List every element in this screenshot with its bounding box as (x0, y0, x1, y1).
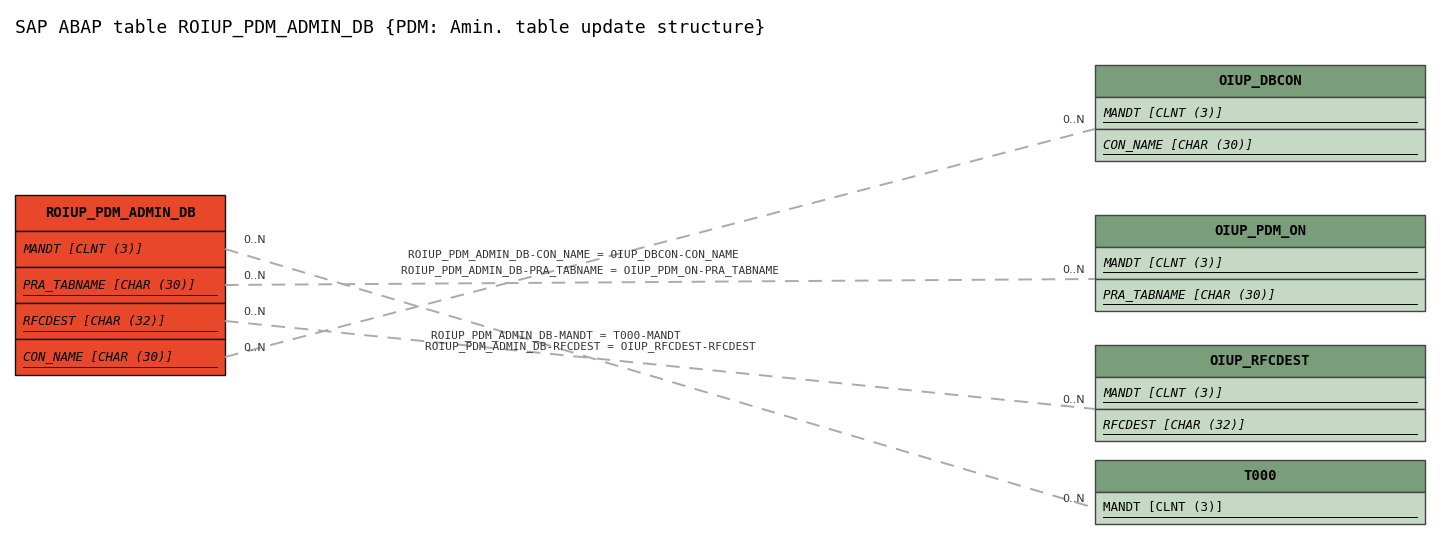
Text: PRA_TABNAME [CHAR (30)]: PRA_TABNAME [CHAR (30)] (1103, 289, 1275, 301)
FancyBboxPatch shape (1095, 409, 1424, 441)
FancyBboxPatch shape (14, 303, 225, 339)
Text: RFCDEST [CHAR (32)]: RFCDEST [CHAR (32)] (23, 315, 165, 328)
Text: MANDT [CLNT (3)]: MANDT [CLNT (3)] (23, 243, 143, 255)
Text: OIUP_PDM_ON: OIUP_PDM_ON (1214, 224, 1306, 238)
Text: MANDT [CLNT (3)]: MANDT [CLNT (3)] (1103, 501, 1223, 514)
Text: T000: T000 (1243, 469, 1277, 483)
FancyBboxPatch shape (1095, 492, 1424, 524)
Text: OIUP_DBCON: OIUP_DBCON (1219, 74, 1301, 88)
Text: MANDT [CLNT (3)]: MANDT [CLNT (3)] (1103, 256, 1223, 270)
FancyBboxPatch shape (1095, 279, 1424, 311)
Text: ROIUP_PDM_ADMIN_DB-CON_NAME = OIUP_DBCON-CON_NAME: ROIUP_PDM_ADMIN_DB-CON_NAME = OIUP_DBCON… (407, 249, 739, 260)
FancyBboxPatch shape (14, 195, 225, 231)
Text: 0..N: 0..N (1062, 395, 1085, 405)
Text: 0..N: 0..N (1062, 265, 1085, 275)
Text: 0..N: 0..N (243, 235, 265, 245)
Text: 0..N: 0..N (1062, 494, 1085, 504)
Text: ROIUP_PDM_ADMIN_DB-MANDT = T000-MANDT: ROIUP_PDM_ADMIN_DB-MANDT = T000-MANDT (430, 330, 681, 341)
Text: PRA_TABNAME [CHAR (30)]: PRA_TABNAME [CHAR (30)] (23, 278, 196, 292)
Text: ROIUP_PDM_ADMIN_DB-RFCDEST = OIUP_RFCDEST-RFCDEST: ROIUP_PDM_ADMIN_DB-RFCDEST = OIUP_RFCDES… (425, 341, 756, 352)
FancyBboxPatch shape (14, 231, 225, 267)
Text: SAP ABAP table ROIUP_PDM_ADMIN_DB {PDM: Amin. table update structure}: SAP ABAP table ROIUP_PDM_ADMIN_DB {PDM: … (14, 19, 765, 37)
Text: MANDT [CLNT (3)]: MANDT [CLNT (3)] (1103, 386, 1223, 400)
Text: 0..N: 0..N (243, 307, 265, 317)
FancyBboxPatch shape (1095, 345, 1424, 377)
Text: 0..N: 0..N (1062, 115, 1085, 125)
Text: 0..N: 0..N (243, 271, 265, 281)
FancyBboxPatch shape (1095, 215, 1424, 247)
Text: OIUP_RFCDEST: OIUP_RFCDEST (1210, 354, 1310, 368)
Text: ROIUP_PDM_ADMIN_DB-PRA_TABNAME = OIUP_PDM_ON-PRA_TABNAME: ROIUP_PDM_ADMIN_DB-PRA_TABNAME = OIUP_PD… (401, 266, 780, 277)
Text: RFCDEST [CHAR (32)]: RFCDEST [CHAR (32)] (1103, 418, 1246, 432)
FancyBboxPatch shape (1095, 247, 1424, 279)
FancyBboxPatch shape (1095, 377, 1424, 409)
Text: 0..N: 0..N (243, 343, 265, 353)
FancyBboxPatch shape (14, 267, 225, 303)
FancyBboxPatch shape (1095, 460, 1424, 492)
Text: ROIUP_PDM_ADMIN_DB: ROIUP_PDM_ADMIN_DB (45, 206, 196, 220)
FancyBboxPatch shape (1095, 129, 1424, 161)
FancyBboxPatch shape (14, 339, 225, 375)
Text: CON_NAME [CHAR (30)]: CON_NAME [CHAR (30)] (1103, 138, 1253, 152)
Text: MANDT [CLNT (3)]: MANDT [CLNT (3)] (1103, 107, 1223, 120)
Text: CON_NAME [CHAR (30)]: CON_NAME [CHAR (30)] (23, 350, 172, 363)
FancyBboxPatch shape (1095, 97, 1424, 129)
FancyBboxPatch shape (1095, 65, 1424, 97)
